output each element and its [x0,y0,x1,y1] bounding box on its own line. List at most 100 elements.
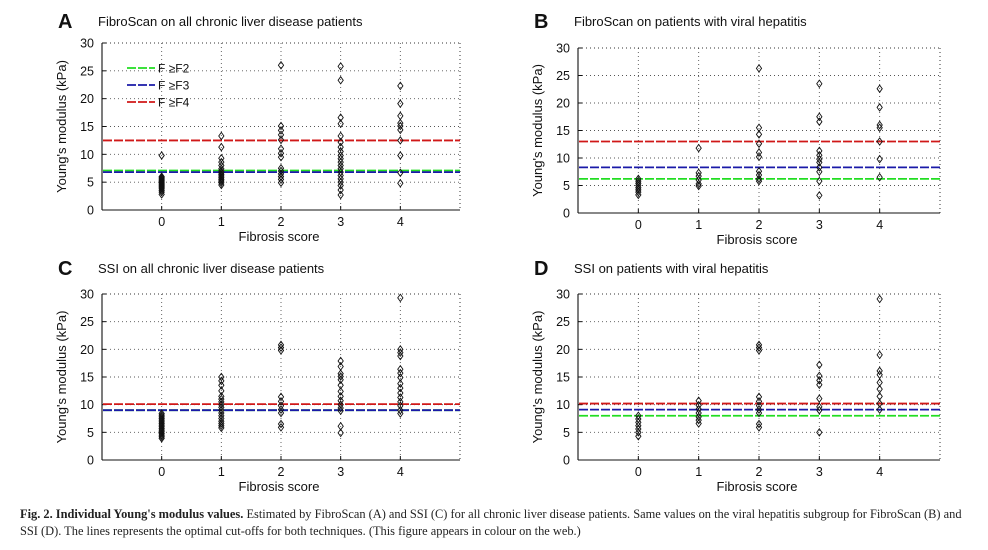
data-point [876,294,883,304]
panel-letter: D [534,258,548,280]
data-point [277,152,285,162]
data-point [218,142,225,152]
data-point [397,405,404,415]
data-point [695,408,702,418]
data-point [337,164,344,174]
x-tick-label: 1 [695,465,702,479]
x-tick-label: 3 [816,218,823,232]
x-axis-label: Fibrosis score [239,479,320,494]
y-tick-label: 5 [87,176,94,190]
data-point [277,121,285,131]
data-point [337,190,344,200]
data-point [816,146,823,156]
data-point [158,409,165,418]
x-axis-label: Fibrosis score [239,229,320,244]
y-tick-label: 15 [556,124,570,138]
y-tick-label: 0 [87,454,94,468]
data-point [218,164,225,174]
data-point [337,174,344,184]
data-point [755,139,763,149]
data-point [816,375,823,385]
data-point [876,123,883,133]
data-point [218,131,225,141]
y-tick-label: 20 [80,92,94,106]
x-tick-label: 0 [635,218,642,232]
x-tick-label: 4 [876,218,883,232]
data-point [277,148,285,158]
y-axis-label: Young's modulus (kPa) [530,64,545,197]
data-point [816,360,823,370]
data-point [218,153,225,163]
data-point [397,118,404,128]
data-point [397,178,404,188]
data-point [695,412,702,422]
data-point [755,408,763,418]
data-point [337,154,344,164]
data-point [397,99,404,109]
data-point [337,387,344,396]
data-point [397,168,404,178]
data-point [277,60,285,70]
data-point [755,419,763,429]
data-point [277,419,285,429]
data-point [876,399,883,408]
data-point [277,392,285,402]
x-tick-label: 2 [278,465,285,479]
panel-a: A FibroScan on all chronic liver disease … [54,11,461,244]
x-tick-label: 0 [158,465,165,479]
data-point [337,157,344,167]
data-point [635,418,642,427]
data-point [397,136,404,145]
y-tick-label: 0 [563,207,570,221]
data-point [218,376,225,386]
data-point [876,405,883,415]
x-tick-label: 0 [635,465,642,479]
data-point [337,151,344,160]
data-point [337,75,344,85]
y-tick-label: 25 [80,64,94,78]
y-tick-label: 20 [556,97,570,111]
y-tick-label: 0 [87,204,94,218]
data-point [218,421,225,431]
data-point [816,167,823,177]
data-point [397,368,404,378]
data-point [755,166,763,176]
data-point [337,369,344,379]
data-point [755,401,763,411]
y-tick-label: 10 [80,148,94,162]
legend-label: F ≥F4 [158,96,190,110]
data-point [816,112,823,122]
data-point [397,393,404,402]
data-point [755,392,763,402]
data-point [816,394,823,403]
data-point [277,340,285,350]
y-axis-label: Young's modulus (kPa) [54,311,69,444]
data-point [158,172,165,181]
data-point [337,147,344,156]
data-point [695,168,702,178]
data-point [397,151,404,160]
data-point [397,293,404,303]
data-point [337,161,344,170]
y-tick-label: 30 [80,37,94,51]
data-point [695,400,702,410]
data-point [337,400,344,410]
y-tick-label: 25 [556,315,570,329]
y-tick-label: 25 [80,315,94,329]
panel-letter: C [58,258,72,280]
data-point [635,424,642,434]
x-tick-label: 4 [397,215,404,229]
y-tick-label: 15 [80,120,94,134]
data-point [876,366,883,376]
data-point [337,113,344,122]
data-point [337,428,344,438]
y-tick-label: 30 [556,42,570,56]
y-axis-label: Young's modulus (kPa) [530,311,545,444]
y-tick-label: 10 [556,398,570,412]
data-point [218,161,225,170]
y-tick-label: 0 [563,454,570,468]
data-point [755,174,763,184]
data-point [337,167,344,177]
data-point [635,411,642,421]
data-point [816,154,823,164]
